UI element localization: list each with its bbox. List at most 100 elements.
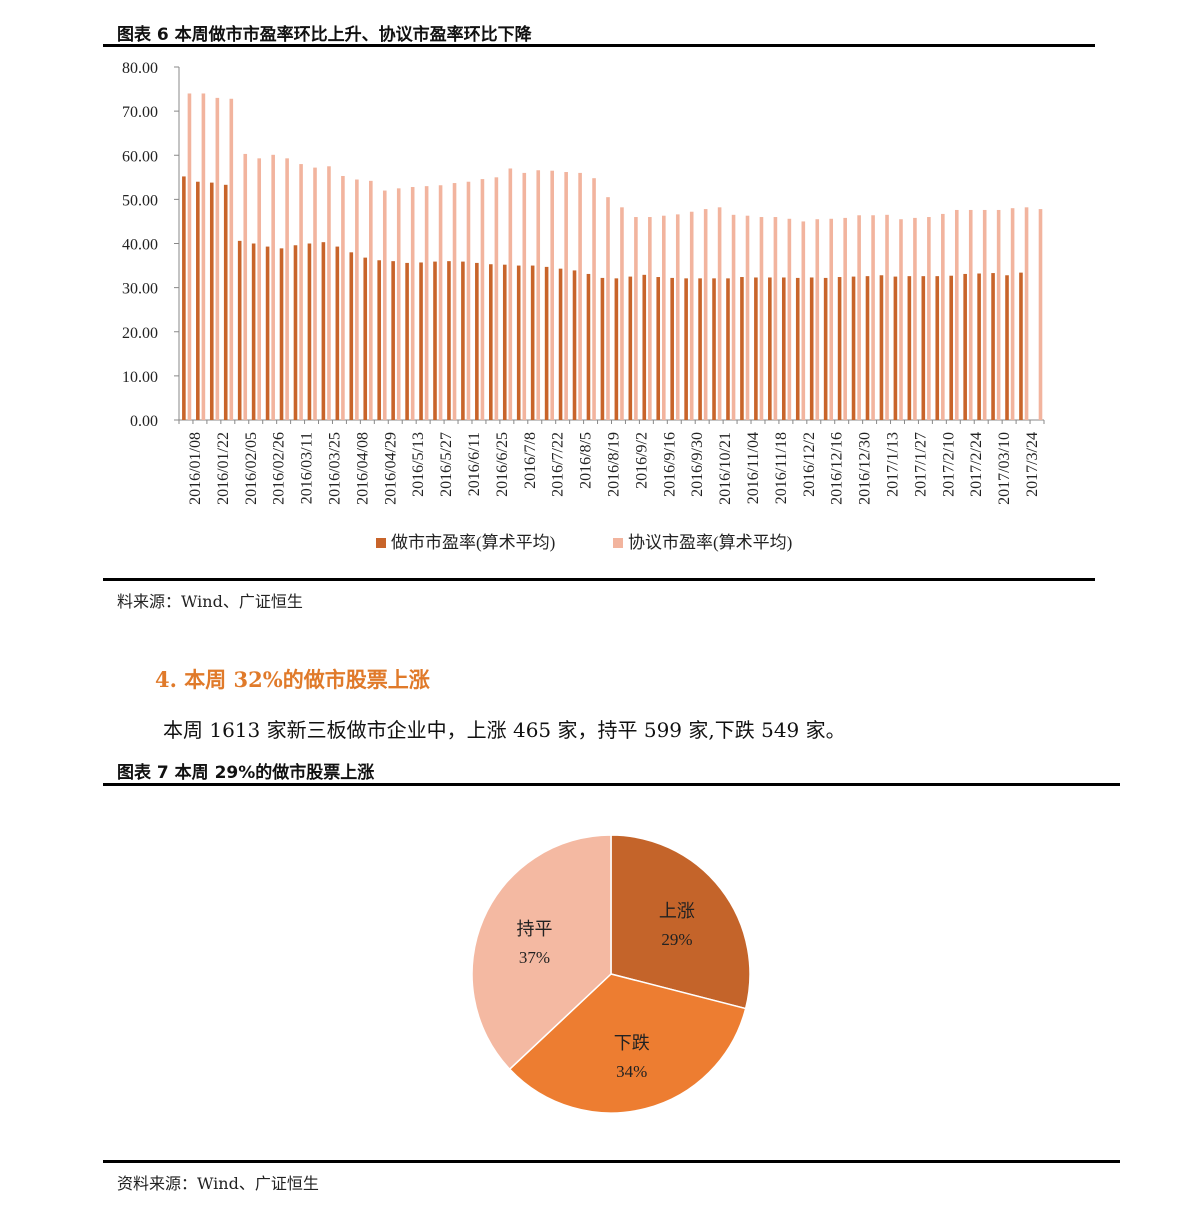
- pe-ratio-bar-chart: 0.00 10.00 20.00 30.00 40.00 50.00 60.00 70.00 8…: [122, 60, 1045, 552]
- x-tick-label: 2016/5/27: [438, 432, 455, 497]
- bar-agreement: [285, 158, 289, 420]
- x-tick-label: 2016/11/04: [745, 432, 762, 504]
- bar-agreement: [606, 197, 610, 420]
- bar-market-maker: [907, 276, 912, 420]
- bar-agreement: [968, 209, 973, 420]
- bar-market-maker: [237, 240, 242, 420]
- bar-agreement: [996, 209, 1001, 420]
- bar-market-maker: [977, 273, 981, 420]
- bar-agreement: [885, 214, 889, 420]
- bar-agreement: [578, 172, 582, 420]
- bar-market-maker: [1019, 272, 1023, 420]
- x-tick-label: 2017/03/10: [996, 432, 1013, 505]
- bar-agreement: [271, 154, 275, 420]
- bar-agreement: [648, 217, 652, 420]
- bar-market-maker: [949, 275, 954, 420]
- x-tick-label: 2016/02/05: [243, 432, 260, 505]
- x-tick-label: 2017/3/24: [1024, 432, 1041, 497]
- bar-market-maker: [656, 277, 661, 420]
- bar-agreement: [620, 207, 624, 420]
- bar-market-maker: [544, 266, 549, 420]
- y-tick-label: 60.00: [122, 148, 158, 165]
- pie-slice-label: 下跌: [614, 1033, 650, 1053]
- section-body-text: 本周 1613 家新三板做市企业中，上涨 465 家，持平 599 家,下跌 5…: [163, 718, 846, 742]
- x-tick-label: 2016/9/16: [661, 432, 678, 497]
- bar-market-maker: [419, 262, 423, 420]
- pie-slice-percent: 34%: [616, 1062, 647, 1081]
- x-tick-label: 2016/04/29: [382, 432, 399, 505]
- bar-market-maker: [307, 243, 312, 420]
- x-tick-label: 2016/10/21: [717, 432, 734, 505]
- x-tick-label: 2016/11/18: [773, 432, 790, 504]
- bar-market-maker: [712, 278, 716, 420]
- bar-agreement: [382, 190, 387, 420]
- bar-agreement: [662, 215, 666, 420]
- bar-agreement: [634, 217, 638, 420]
- x-tick-label: 2016/12/16: [829, 432, 846, 505]
- x-tick-label: 2016/7/8: [522, 432, 539, 489]
- figure6-source: 料来源：Wind、广证恒生: [117, 592, 303, 611]
- bar-market-maker: [670, 277, 674, 420]
- x-tick-label: 2016/6/25: [494, 432, 511, 497]
- bar-agreement: [438, 185, 443, 420]
- bar-agreement: [494, 177, 499, 420]
- bar-agreement: [424, 186, 429, 420]
- x-tick-label: 2016/04/08: [354, 432, 371, 505]
- bar-market-maker: [935, 276, 940, 420]
- x-tick-label: 2016/03/25: [326, 432, 343, 505]
- bar-agreement: [703, 209, 708, 420]
- bar-agreement: [550, 170, 554, 420]
- bar-agreement: [452, 183, 457, 420]
- bar-market-maker: [377, 260, 381, 420]
- x-tick-label: 2016/02/26: [271, 432, 288, 505]
- pie-slice-label: 持平: [516, 919, 552, 939]
- bar-market-maker: [642, 274, 647, 420]
- bar-agreement: [480, 179, 485, 420]
- y-tick-label: 20.00: [122, 325, 158, 342]
- bar-agreement: [773, 217, 778, 420]
- bar-agreement: [982, 209, 987, 420]
- figure7-bottom-rule: [103, 1160, 1120, 1163]
- bar-agreement: [787, 218, 792, 420]
- bar-market-maker: [433, 261, 437, 420]
- bar-market-maker: [1005, 275, 1009, 420]
- bar-agreement: [717, 207, 722, 420]
- bar-market-maker: [223, 184, 228, 420]
- chart-legend: 做市市盈率(算术平均) 协议市盈率(算术平均): [376, 533, 792, 552]
- bar-market-maker: [572, 270, 577, 420]
- x-tick-label: 2016/12/30: [857, 432, 874, 505]
- pie-labels: 上涨 29% 下跌 34% 持平 37%: [516, 901, 694, 1081]
- bar-market-maker: [865, 276, 870, 420]
- pie-slice-percent: 37%: [519, 948, 550, 967]
- bar-market-maker: [684, 278, 688, 420]
- bar-market-maker: [293, 245, 298, 420]
- pie-slice: [471, 834, 612, 1071]
- bar-agreement: [215, 97, 220, 420]
- bar-market-maker: [879, 275, 884, 420]
- figure6-bottom-rule: [103, 578, 1095, 581]
- bar-agreement: [508, 168, 513, 420]
- bar-agreement: [843, 217, 847, 420]
- bar-market-maker: [461, 261, 465, 420]
- x-tick-label: 2016/9/2: [633, 432, 650, 489]
- bar-agreement: [396, 188, 401, 420]
- bar-market-maker: [851, 276, 856, 420]
- legend-label-agreement: 协议市盈率(算术平均): [628, 533, 792, 552]
- figure7-source: 资料来源：Wind、广证恒生: [117, 1174, 319, 1193]
- pie-slices: [471, 834, 751, 1114]
- legend-label-market-maker: 做市市盈率(算术平均): [391, 533, 555, 552]
- bar-agreement: [1024, 207, 1029, 420]
- legend-swatch-agreement: [613, 538, 623, 548]
- figure6-top-rule: [103, 44, 1095, 47]
- bar-market-maker: [182, 176, 186, 420]
- x-tick-label: 2016/8/19: [606, 432, 623, 497]
- bar-market-maker: [516, 265, 521, 420]
- y-tick-label: 0.00: [130, 413, 158, 430]
- figure7-top-rule: [103, 783, 1120, 786]
- bar-market-maker: [837, 277, 842, 420]
- bar-market-maker: [586, 273, 591, 420]
- bar-market-maker: [991, 273, 995, 420]
- bar-agreement: [341, 175, 345, 420]
- bar-market-maker: [209, 182, 214, 420]
- bar-agreement: [815, 219, 820, 420]
